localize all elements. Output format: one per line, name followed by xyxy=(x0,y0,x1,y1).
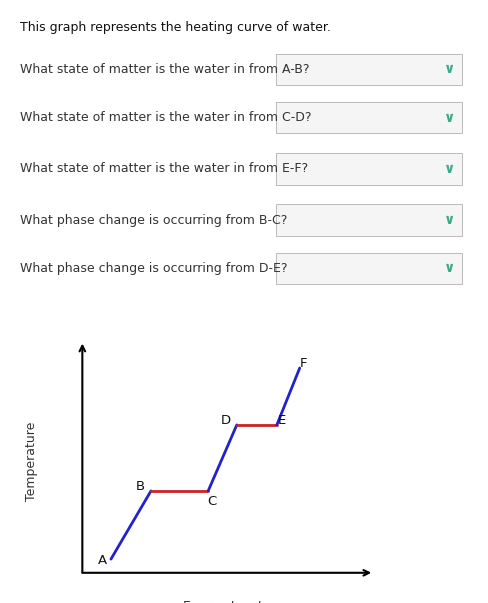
Text: Temperature: Temperature xyxy=(25,421,38,501)
Text: F: F xyxy=(299,357,306,370)
Text: ∨: ∨ xyxy=(443,110,455,125)
FancyBboxPatch shape xyxy=(276,153,461,185)
Text: A: A xyxy=(98,554,107,567)
Text: Energy Input: Energy Input xyxy=(182,599,262,603)
Text: What phase change is occurring from B-C?: What phase change is occurring from B-C? xyxy=(20,213,286,227)
Text: E: E xyxy=(277,414,285,427)
FancyBboxPatch shape xyxy=(276,204,461,236)
Text: ∨: ∨ xyxy=(443,213,455,227)
Text: What phase change is occurring from D-E?: What phase change is occurring from D-E? xyxy=(20,262,286,275)
Text: What state of matter is the water in from E-F?: What state of matter is the water in fro… xyxy=(20,162,307,175)
Text: ∨: ∨ xyxy=(443,261,455,276)
FancyBboxPatch shape xyxy=(276,253,461,284)
Text: ∨: ∨ xyxy=(443,62,455,77)
Text: This graph represents the heating curve of water.: This graph represents the heating curve … xyxy=(20,21,330,34)
FancyBboxPatch shape xyxy=(276,102,461,133)
Text: ∨: ∨ xyxy=(443,162,455,176)
Text: B: B xyxy=(135,480,144,493)
Text: What state of matter is the water in from A-B?: What state of matter is the water in fro… xyxy=(20,63,308,76)
Text: D: D xyxy=(221,414,230,427)
Text: What state of matter is the water in from C-D?: What state of matter is the water in fro… xyxy=(20,111,310,124)
Text: C: C xyxy=(206,494,216,508)
FancyBboxPatch shape xyxy=(276,54,461,85)
